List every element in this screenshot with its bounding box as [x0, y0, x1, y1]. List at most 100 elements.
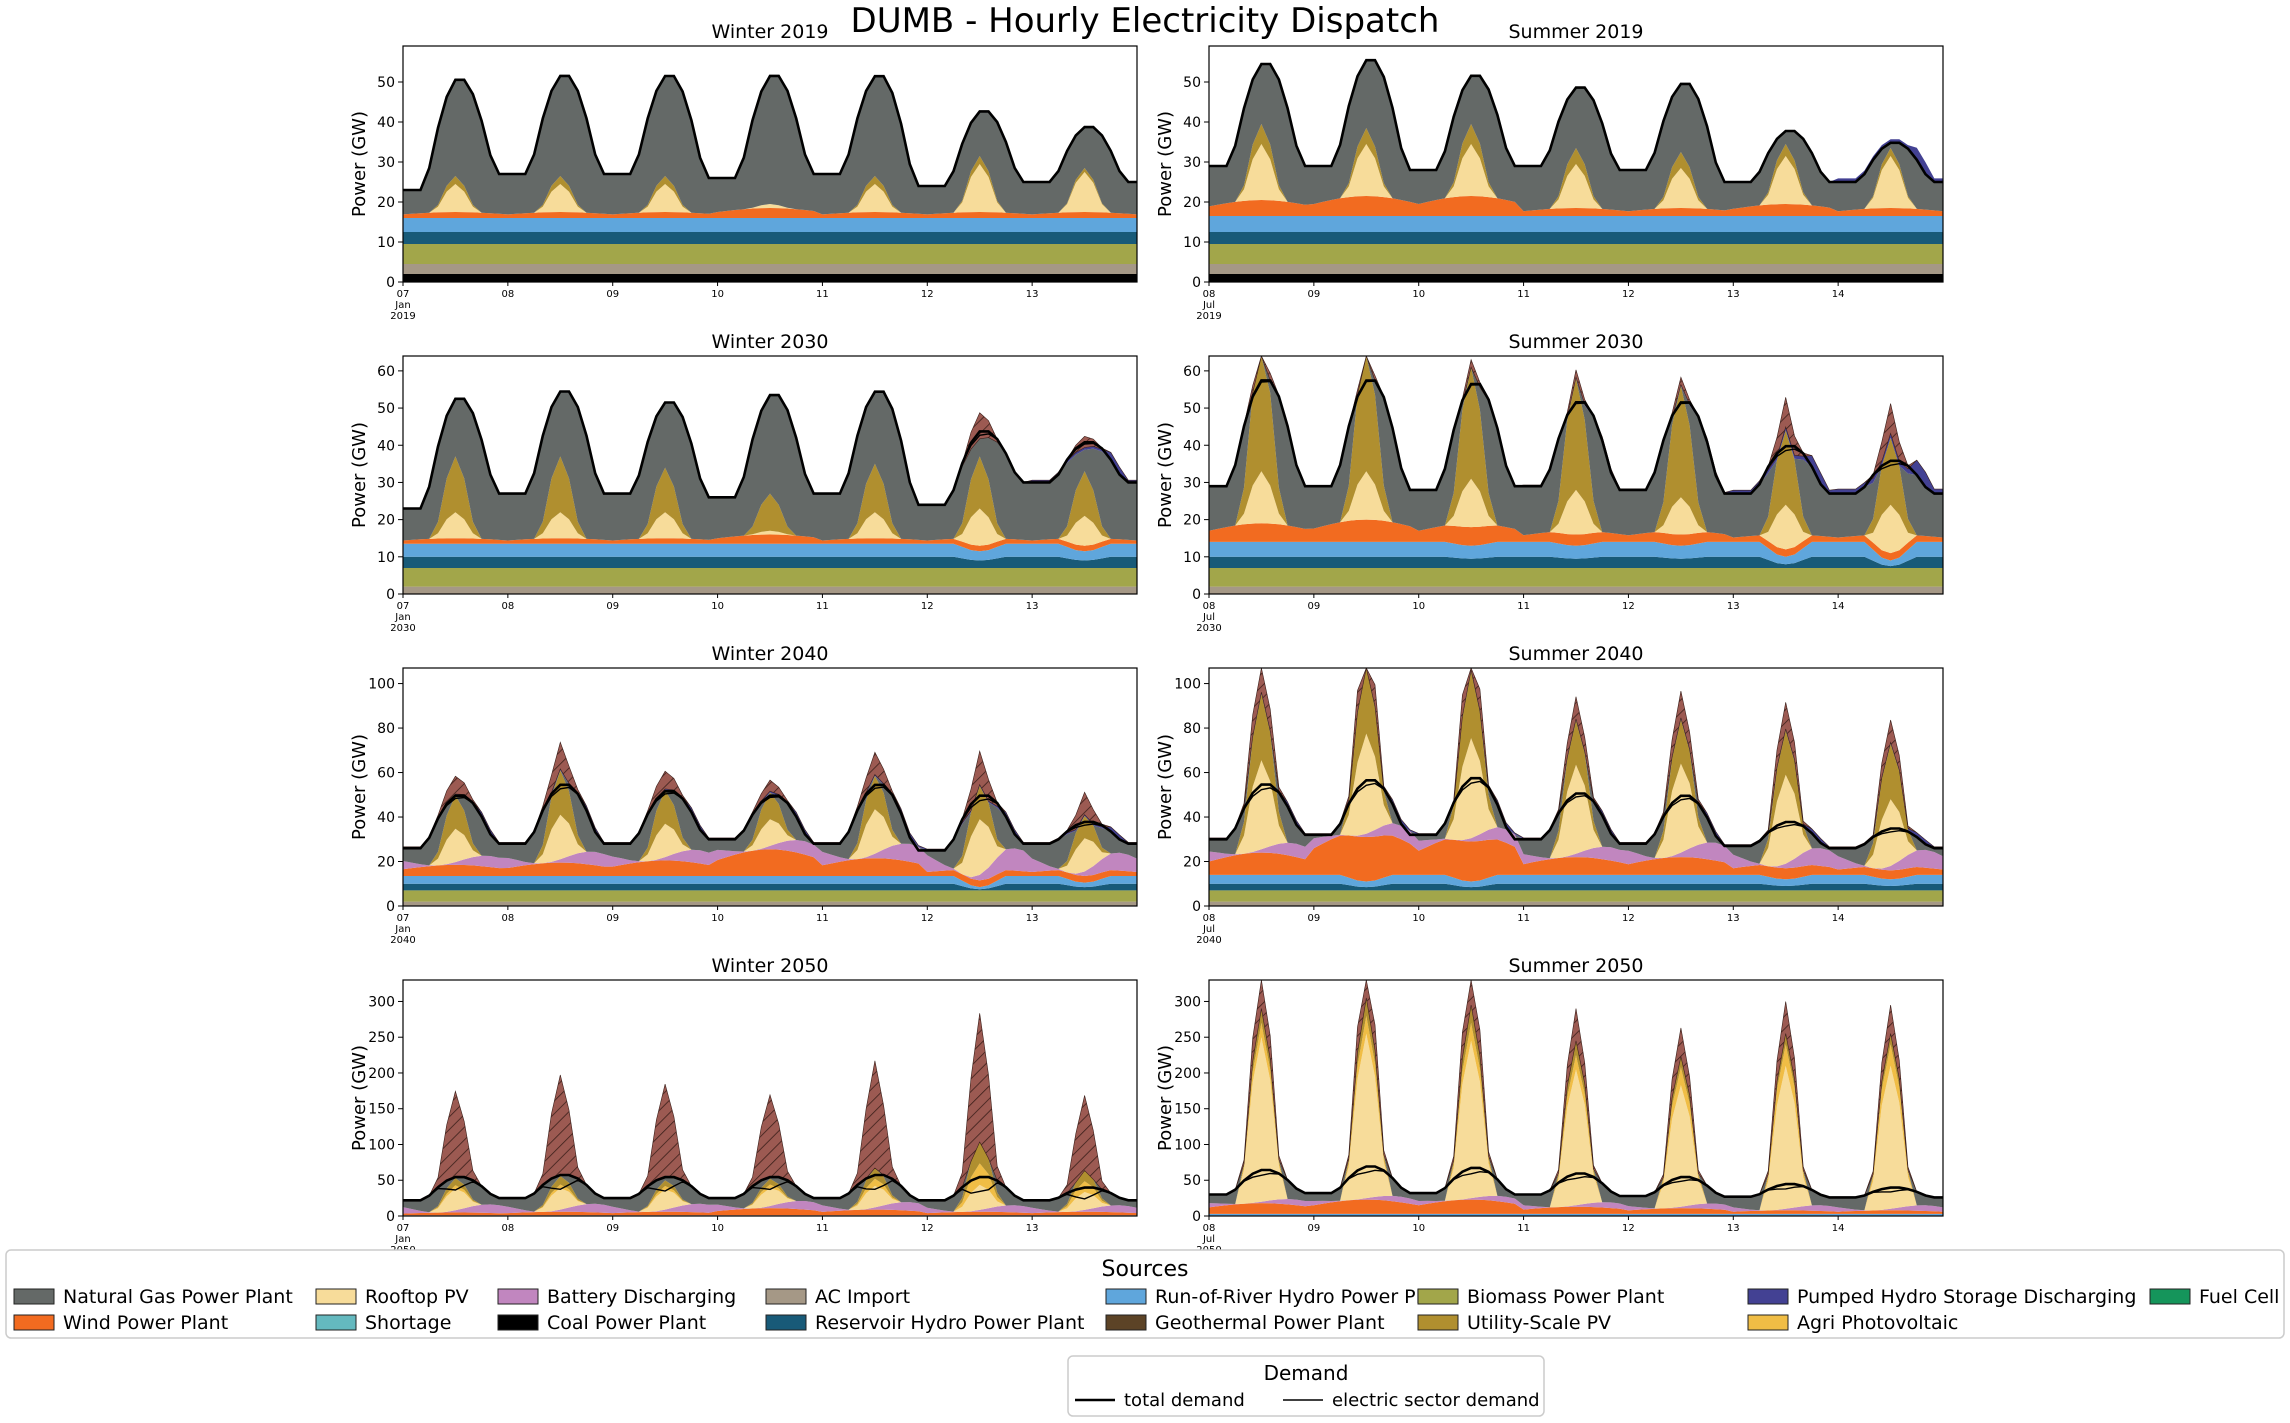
chart-winter-2030-title: Winter 2030 [711, 331, 828, 353]
chart-winter-2050-frame [402, 979, 1138, 1217]
chart-summer-2040-area-natural-gas-power-plant [1209, 668, 1943, 866]
chart-summer-2040-area-wind-power-plant [1209, 835, 1943, 882]
chart-winter-2040-xtick-label: 13 [1026, 913, 1039, 924]
legend-label-fuel-cell: Fuel Cell [2199, 1286, 2279, 1308]
chart-winter-2030-xtick-label: 13 [1026, 601, 1039, 612]
legend-swatch-reservoir-hydro-power-plant [765, 1314, 807, 1331]
chart-summer-2030-xtick-label: 11 [1517, 601, 1530, 612]
chart-winter-2019-area-coal-power-plant [403, 274, 1137, 282]
chart-summer-2050-ytick-label: 200 [1174, 1066, 1201, 1082]
chart-winter-2040-xtick-label: 10 [711, 913, 724, 924]
chart-winter-2019-electric-sector-demand-line [403, 75, 1137, 191]
chart-summer-2030-areas [1209, 356, 1943, 594]
chart-summer-2019-ylabel: Power (GW) [1155, 111, 1176, 217]
chart-winter-2019-xtick-label: 09 [606, 289, 619, 300]
chart-summer-2019-area-reservoir-hydro-power-plant [1209, 232, 1943, 244]
chart-summer-2030-ytick-label: 0 [1192, 587, 1201, 603]
chart-summer-2040-ytick-label: 60 [1183, 766, 1201, 782]
chart-summer-2050-title: Summer 2050 [1508, 955, 1643, 977]
legend-swatch-fuel-cell [2149, 1288, 2191, 1305]
chart-winter-2030-ytick-label: 40 [377, 438, 395, 454]
chart-winter-2030-ytick-label: 10 [377, 550, 395, 566]
legend-label-run-of-river-hydro-power-plant: Run-of-River Hydro Power Plant [1155, 1286, 1452, 1308]
chart-winter-2040-xtick-label: 11 [816, 913, 829, 924]
legend-swatch-biomass-power-plant [1417, 1288, 1459, 1305]
chart-summer-2019-ytick-label: 0 [1192, 275, 1201, 291]
chart-summer-2050-xtick-label: 13 [1727, 1223, 1740, 1234]
chart-summer-2019-ytick-label: 20 [1183, 195, 1201, 211]
chart-winter-2019-xtick-label: 08 [501, 289, 514, 300]
chart-summer-2030-ytick-label: 20 [1183, 513, 1201, 529]
chart-winter-2040-ytick-label: 100 [368, 677, 395, 693]
chart-summer-2050-xtick-label: 14 [1832, 1223, 1845, 1234]
chart-winter-2050-ytick-label: 50 [377, 1173, 395, 1189]
chart-winter-2050-area-rooftop-pv [403, 1184, 1137, 1213]
chart-summer-2030-area-natural-gas-power-plant [1209, 356, 1943, 538]
chart-winter-2050-ytick-label: 0 [386, 1209, 395, 1225]
chart-summer-2019-xtick-label: 09 [1307, 289, 1320, 300]
chart-winter-2030-xtick-label: Jan [394, 612, 410, 623]
chart-winter-2030-xtick-label: 08 [501, 601, 514, 612]
chart-winter-2040-xtick-label: 12 [921, 913, 934, 924]
chart-summer-2050-ylabel: Power (GW) [1155, 1045, 1176, 1151]
chart-winter-2050-xtick-label: 07 [397, 1223, 410, 1234]
chart-winter-2050-electric-sector-demand-line [403, 1179, 1137, 1201]
chart-summer-2030-area-rooftop-pv [1209, 471, 1943, 554]
chart-winter-2019-area-ac-import [403, 264, 1137, 274]
chart-summer-2050-ytick-label: 150 [1174, 1102, 1201, 1118]
chart-winter-2030-area-reservoir-hydro-power-plant [403, 556, 1137, 568]
legend-label-rooftop-pv: Rooftop PV [365, 1286, 469, 1308]
chart-summer-2050-area-agri-photovoltaic [1209, 1015, 1943, 1211]
chart-summer-2019-xtick-label: 11 [1517, 289, 1530, 300]
chart-summer-2050-ytick-label: 100 [1174, 1137, 1201, 1153]
chart-winter-2030-xtick-label: 11 [816, 601, 829, 612]
chart-summer-2030-xtick-label: 12 [1622, 601, 1635, 612]
chart-winter-2040-xtick-label: 08 [501, 913, 514, 924]
chart-summer-2019-area-run-of-river-hydro-power-plant [1209, 216, 1943, 232]
chart-winter-2040-area-run-of-river-hydro-power-plant [403, 876, 1137, 890]
chart-winter-2050-title: Winter 2050 [711, 955, 828, 977]
chart-summer-2030-ylabel: Power (GW) [1155, 422, 1176, 528]
chart-winter-2040-area-rooftop-pv [403, 809, 1137, 878]
chart-summer-2050-area-utility-scale-pv [1209, 997, 1943, 1211]
legend-swatch-rooftop-pv [315, 1288, 357, 1305]
chart-winter-2040-ytick-label: 60 [377, 766, 395, 782]
chart-summer-2019-frame [1208, 45, 1944, 283]
chart-winter-2019-ytick-label: 40 [377, 115, 395, 131]
chart-summer-2030-ytick-label: 40 [1183, 438, 1201, 454]
legend-label-agri-photovoltaic: Agri Photovoltaic [1797, 1312, 1958, 1334]
chart-summer-2019-ytick-label: 10 [1183, 235, 1201, 251]
chart-summer-2040-xtick-label: 2040 [1196, 935, 1221, 946]
chart-summer-2030-xtick-label: 13 [1727, 601, 1740, 612]
chart-summer-2050-ytick-label: 300 [1174, 994, 1201, 1010]
chart-summer-2050: Summer 2050 Power (GW) 0 50 100 150 200 250 300 0… [1155, 955, 1944, 1256]
chart-winter-2040-areas [403, 741, 1137, 906]
chart-summer-2050-xtick-label: 08 [1203, 1223, 1216, 1234]
legend-swatch-shortage [315, 1314, 357, 1331]
legend-swatch-agri-photovoltaic [1747, 1314, 1789, 1331]
chart-winter-2030-frame [402, 355, 1138, 595]
chart-summer-2030-xtick-label: 2030 [1196, 623, 1221, 634]
chart-summer-2030-xtick-label: 09 [1307, 601, 1320, 612]
chart-summer-2019-xtick-label: 13 [1727, 289, 1740, 300]
chart-winter-2019-area-reservoir-hydro-power-plant [403, 232, 1137, 244]
chart-winter-2050-xtick-label: 12 [921, 1223, 934, 1234]
chart-summer-2019-xtick-label: 08 [1203, 289, 1216, 300]
legend-label-wind-power-plant: Wind Power Plant [63, 1312, 228, 1334]
chart-winter-2030-ytick-label: 20 [377, 513, 395, 529]
chart-winter-2050-ytick-label: 250 [368, 1030, 395, 1046]
chart-winter-2040-area-natural-gas-power-plant [403, 770, 1137, 869]
chart-summer-2019-title: Summer 2019 [1508, 21, 1643, 43]
chart-summer-2050-xtick-label: 11 [1517, 1223, 1530, 1234]
figure-title: DUMB - Hourly Electricity Dispatch [851, 1, 1440, 41]
chart-winter-2030-area-biomass-power-plant [403, 568, 1137, 587]
chart-winter-2050-area-wind-power-plant [403, 1208, 1137, 1216]
chart-summer-2030-xtick-label: 14 [1832, 601, 1845, 612]
chart-summer-2019-xtick-label: Jul [1202, 300, 1215, 311]
chart-summer-2019-area-biomass-power-plant [1209, 244, 1943, 264]
chart-summer-2040-xtick-label: 12 [1622, 913, 1635, 924]
legend-swatch-coal-power-plant [497, 1314, 539, 1331]
chart-winter-2019-ytick-label: 20 [377, 195, 395, 211]
chart-winter-2030-ylabel: Power (GW) [349, 422, 370, 528]
